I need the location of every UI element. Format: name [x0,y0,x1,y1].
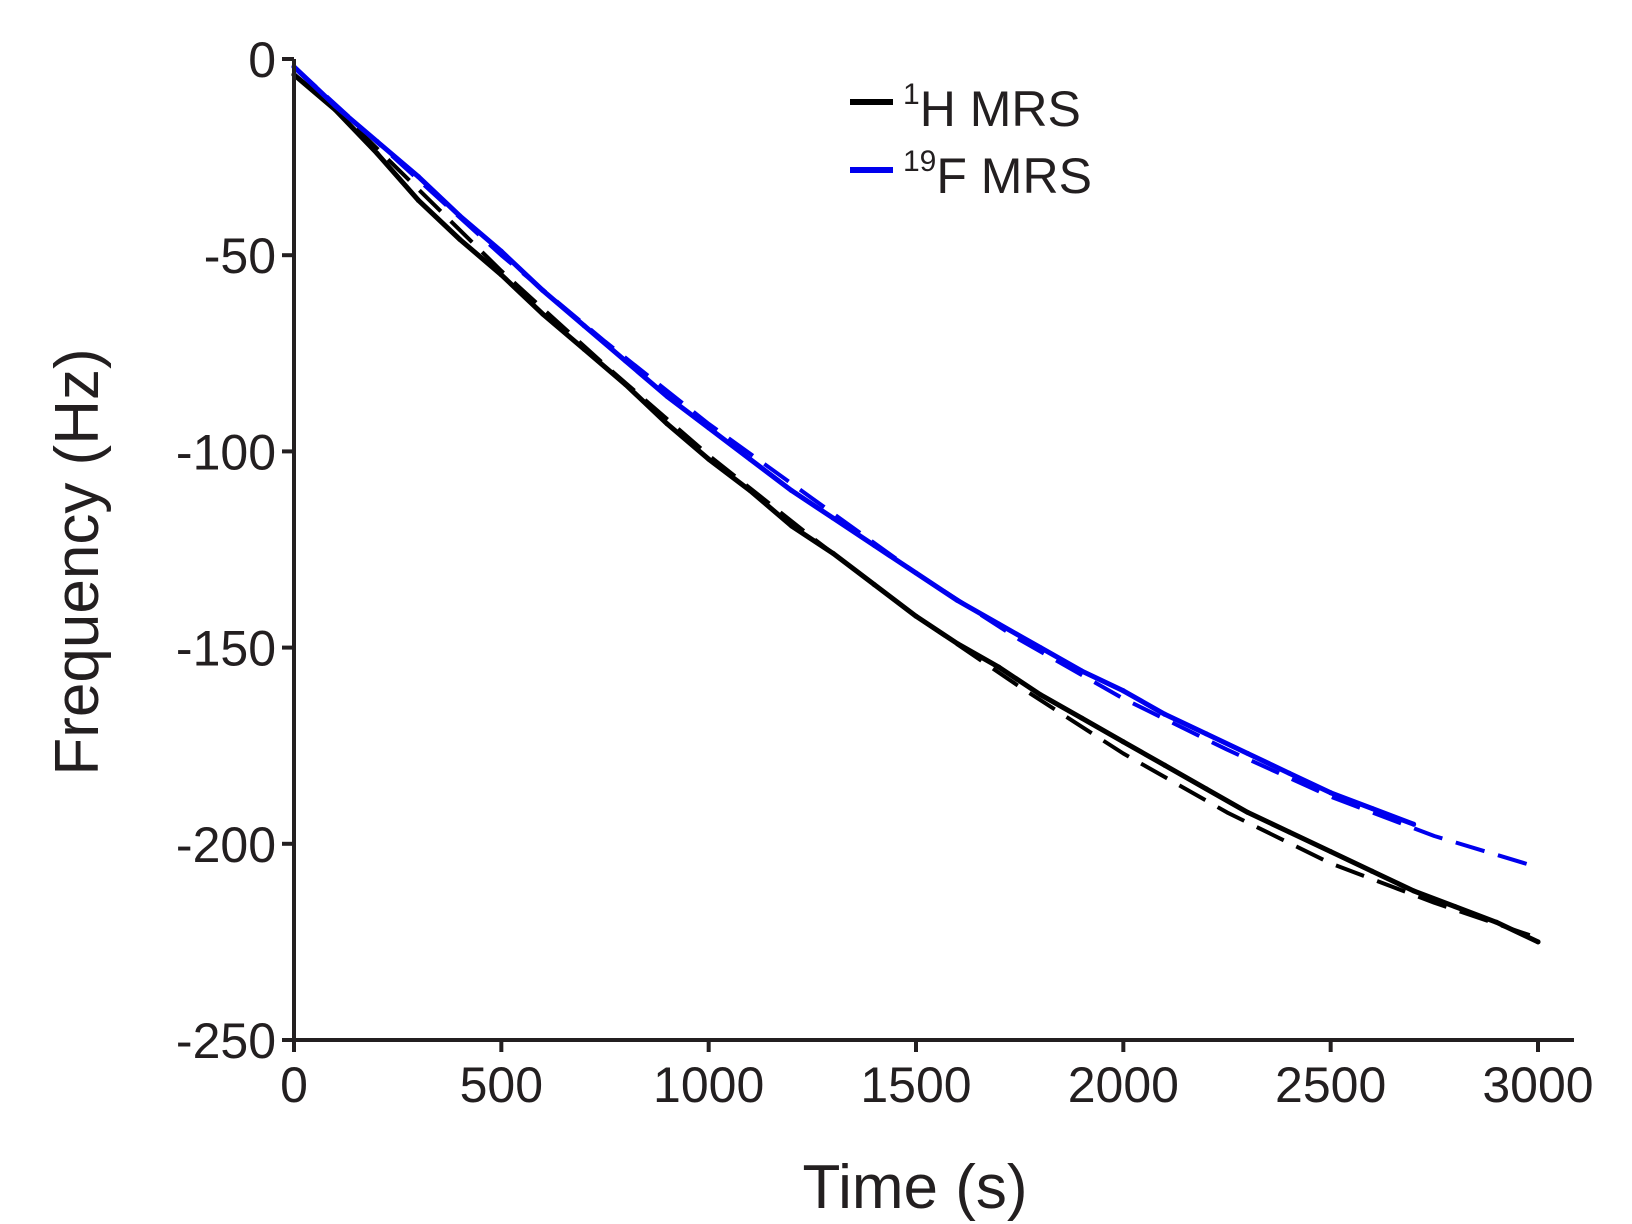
x-axis-title: Time (s) [803,1153,1028,1222]
data-point-19f-27 [1411,821,1417,827]
data-point-19f-3 [415,174,421,180]
data-point-19f-12 [789,488,795,494]
x-tick-label-1000: 1000 [653,1057,764,1113]
legend-label-1h-main: H MRS [920,81,1081,137]
axes-group [292,59,1574,1043]
data-point-1h-8 [623,382,629,388]
data-point-19f-15 [913,570,919,576]
y-tick-label-1: -50 [204,228,276,284]
data-point-1h-24 [1286,829,1292,835]
plot-series-group [291,64,1541,945]
data-point-19f-2 [374,138,380,144]
data-point-1h-20 [1120,739,1126,745]
data-point-1h-15 [913,613,919,619]
data-point-1h-27 [1411,888,1417,894]
x-tick-label-2000: 2000 [1068,1057,1179,1113]
data-point-19f-6 [540,288,546,293]
data-point-19f-21 [1162,711,1168,717]
data-point-1h-17 [996,664,1002,670]
series-measured-19f [291,64,1417,827]
legend-label-1h: 1H MRS [903,78,1081,137]
data-point-1h-14 [872,582,877,588]
data-point-1h-21 [1162,762,1168,768]
data-point-1h-18 [1037,692,1043,698]
data-point-19f-19 [1079,668,1085,674]
x-tick-label-500: 500 [460,1057,543,1113]
data-point-19f-18 [1037,645,1043,651]
legend-label-19f: 19F MRS [903,145,1092,204]
data-point-1h-13 [830,550,836,556]
data-point-19f-13 [830,515,836,521]
data-point-19f-22 [1203,731,1209,737]
data-point-19f-9 [664,394,670,399]
data-point-1h-16 [955,641,960,647]
y-tick-label-2: -100 [176,424,276,480]
data-point-1h-19 [1079,715,1085,721]
data-point-19f-26 [1369,806,1375,811]
data-point-19f-8 [623,358,629,364]
legend-label-1h-sup: 1 [903,78,920,111]
data-point-19f-25 [1328,790,1334,796]
x-tick-label-1500: 1500 [860,1057,971,1113]
data-point-19f-5 [498,248,504,254]
legend-label-19f-main: F MRS [936,148,1092,204]
data-point-19f-20 [1120,688,1126,694]
data-point-1h-2 [374,150,380,156]
series-measured-1h [291,72,1541,945]
y-tick-label-0: 0 [248,32,276,88]
data-point-19f-17 [996,621,1002,627]
data-point-19f-7 [581,323,587,329]
data-point-1h-29 [1494,919,1499,925]
legend-label-19f-sup: 19 [903,145,936,178]
data-point-19f-4 [457,213,463,219]
data-point-19f-24 [1286,770,1292,776]
data-point-1h-6 [540,311,546,317]
series-fit-19f [292,65,1539,870]
data-point-1h-7 [581,346,587,352]
data-point-1h-5 [498,272,504,278]
series-fit-1h [292,65,1539,940]
ticks-group: 0 500 1000 1500 2000 2500 3000 0 -50 -100 -150 -200… [176,32,1594,1113]
data-point-19f-16 [955,598,960,603]
data-point-19f-23 [1245,751,1251,756]
data-point-19f-14 [872,543,877,549]
data-point-1h-28 [1452,904,1458,910]
data-point-1h-23 [1245,809,1251,815]
data-point-1h-9 [664,421,670,427]
data-point-1h-30 [1535,939,1541,945]
x-tick-label-3000: 3000 [1482,1057,1593,1113]
y-axis-title: Frequency (Hz) [43,348,112,775]
data-point-1h-11 [747,488,753,494]
x-tick-label-0: 0 [280,1057,308,1113]
data-point-1h-25 [1328,849,1334,855]
y-tick-label-4: -200 [176,817,276,873]
data-point-19f-11 [747,456,753,462]
data-point-1h-3 [415,197,421,203]
data-point-1h-22 [1203,786,1209,792]
data-point-1h-12 [789,523,795,529]
data-point-1h-4 [457,237,463,242]
y-tick-label-3: -150 [176,621,276,677]
data-point-1h-10 [706,456,712,462]
y-tick-label-5: -250 [176,1013,276,1069]
legend: 1H MRS 19F MRS [850,78,1092,204]
x-tick-label-2500: 2500 [1275,1057,1386,1113]
data-point-19f-10 [706,425,712,431]
data-point-19f-1 [333,103,338,109]
data-point-1h-26 [1369,868,1375,874]
